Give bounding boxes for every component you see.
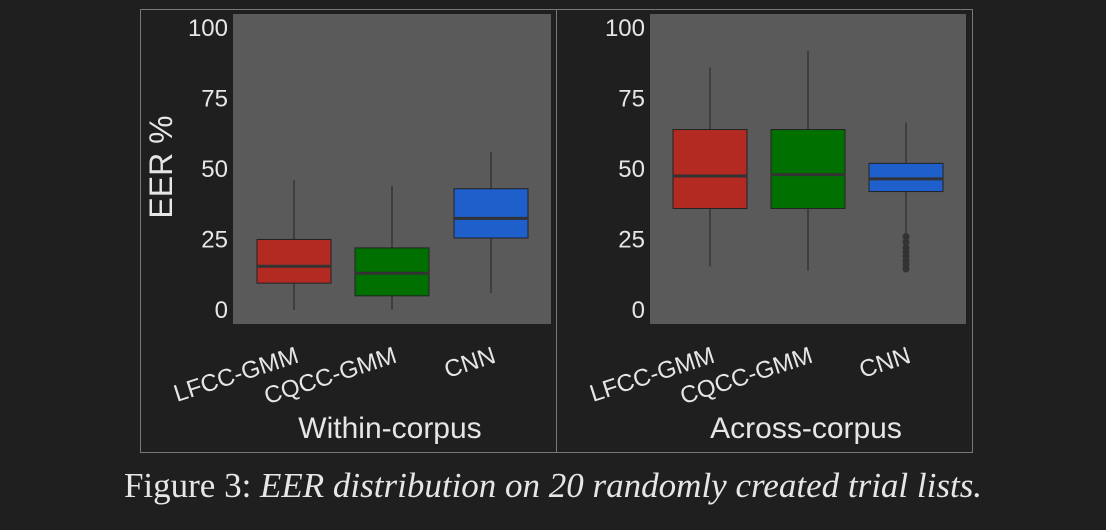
y-tick-label: 75: [201, 86, 228, 113]
x-tick-label: CNN: [441, 342, 499, 384]
x-axis-title: Across-corpus: [710, 412, 902, 445]
y-tick-label: 100: [605, 15, 645, 42]
y-tick-label: 50: [618, 156, 645, 183]
y-tick-label: 75: [618, 86, 645, 113]
caption-text: EER distribution on 20 randomly created …: [260, 466, 983, 505]
box-body: [453, 188, 529, 239]
y-axis-title: EER %: [143, 115, 179, 218]
box-lfcc-gmm: [672, 67, 748, 267]
x-axis-title: Within-corpus: [298, 412, 481, 445]
box-body: [770, 129, 846, 209]
y-tick-label: 25: [618, 226, 645, 253]
box-cnn: [868, 122, 944, 273]
panel-frame: [556, 9, 973, 453]
figure-caption: Figure 3: EER distribution on 20 randoml…: [0, 466, 1106, 506]
y-tick-label: 0: [632, 297, 645, 324]
box-cqcc-gmm: [770, 50, 846, 271]
box-cnn: [453, 152, 529, 293]
caption-label: Figure 3:: [123, 466, 252, 505]
box-lfcc-gmm: [256, 180, 332, 310]
box-body: [256, 238, 332, 284]
outlier-point: [902, 238, 910, 246]
y-tick-label: 100: [188, 15, 228, 42]
x-tick-label: CNN: [856, 342, 914, 384]
box-body: [672, 129, 748, 209]
y-tick-label: 50: [201, 156, 228, 183]
box-cqcc-gmm: [354, 185, 430, 310]
y-tick-label: 25: [201, 226, 228, 253]
outlier-point: [902, 233, 910, 241]
outlier-point: [902, 244, 910, 252]
y-tick-label: 0: [215, 297, 228, 324]
